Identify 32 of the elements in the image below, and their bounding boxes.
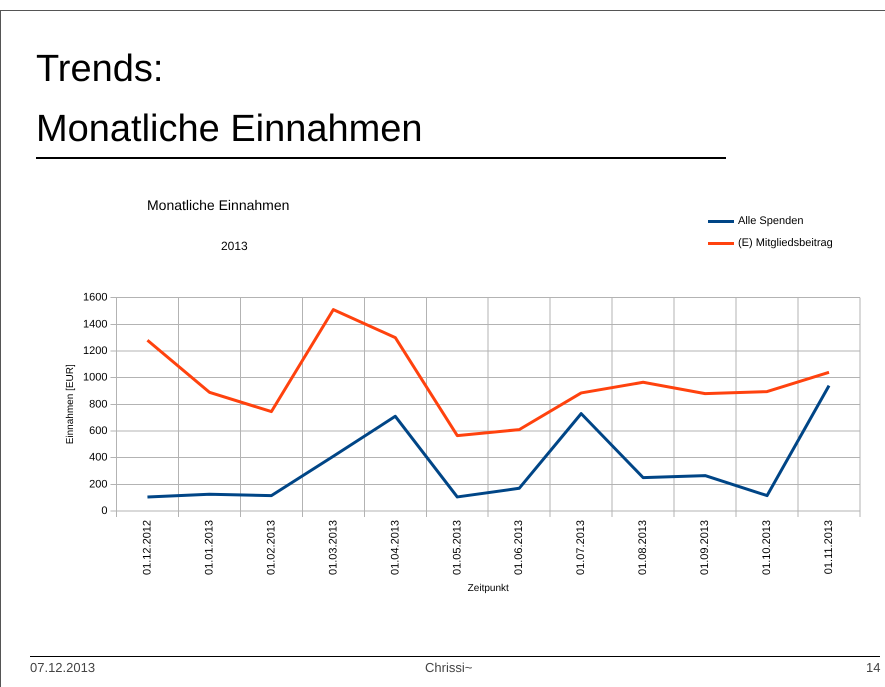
text: Chrissi~	[425, 660, 472, 675]
x-tick-label: 01.11.2013	[823, 520, 836, 574]
legend-label: Alle Spenden	[738, 215, 804, 227]
x-axis-title: Zeitpunkt	[468, 582, 510, 594]
x-tick-label: 01.05.2013	[451, 520, 464, 576]
y-tick-label: 1000	[82, 372, 108, 384]
x-tick-label: 01.04.2013	[389, 520, 402, 576]
y-tick-label: 600	[89, 424, 108, 437]
y-tick-label: 0	[101, 504, 108, 517]
x-tick-label: 01.08.2013	[637, 520, 650, 576]
text: Trends:	[36, 48, 164, 91]
y-tick-label: 1600	[82, 292, 108, 304]
legend-label: (E) Mitgliedsbeitrag	[738, 237, 833, 249]
x-tick-label: 01.03.2013	[327, 520, 340, 576]
text: Monatliche Einnahmen	[36, 108, 423, 151]
x-tick-label: 01.01.2013	[203, 520, 216, 576]
x-tick-label: 01.06.2013	[513, 520, 526, 576]
y-tick-label: 800	[89, 398, 108, 410]
chart-title: Monatliche Einnahmen	[147, 197, 290, 213]
y-tick-label: 1400	[82, 318, 108, 330]
y-tick-label: 200	[89, 478, 108, 490]
x-tick-label: 01.02.2013	[265, 520, 278, 576]
text: 07.12.2013	[30, 660, 96, 675]
x-tick-label: 01.09.2013	[699, 520, 712, 576]
x-tick-label: 01.12.2012	[141, 520, 154, 576]
chart-subtitle: 2013	[221, 239, 248, 253]
x-tick-label: 01.07.2013	[575, 520, 588, 576]
text: 14	[866, 660, 880, 675]
x-tick-label: 01.10.2013	[761, 520, 774, 576]
y-tick-label: 400	[89, 452, 108, 464]
y-axis-title: Einnahmen [EUR]	[64, 364, 76, 444]
y-tick-label: 1200	[82, 344, 108, 357]
